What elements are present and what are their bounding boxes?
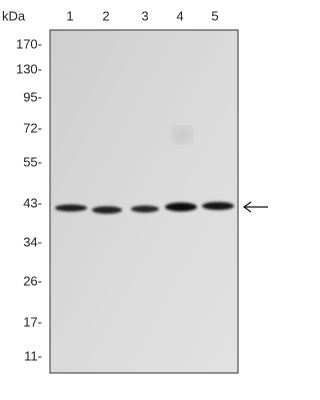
ladder-label: 17- [23,314,42,329]
band [165,202,197,212]
band [55,204,87,212]
lane-label: 5 [211,8,218,23]
lane-label: 2 [102,8,109,23]
ladder-label: 72- [23,120,42,135]
lane-label: 1 [66,8,73,23]
ladder-label: 26- [23,273,42,288]
ladder-label: 55- [23,154,42,169]
ladder-label: 34- [23,234,42,249]
lane-label: 3 [141,8,148,23]
arrow-head [242,201,252,213]
ladder-labels: 170- 130- 95- 72- 55- 43- 34- 26- 17- 11- [16,36,42,363]
smudge [172,127,192,143]
ladder-label: 130- [16,61,42,76]
unit-label: kDa [2,8,26,23]
ladder-label: 43- [23,195,42,210]
bands [55,202,234,214]
ladder-label: 95- [23,89,42,104]
ladder-label: 11- [24,348,42,363]
membrane [49,29,239,374]
lane-label: 4 [176,8,183,23]
ladder-label: 170- [16,36,42,51]
band [131,205,159,213]
band [92,206,122,214]
lane-labels: 1 2 3 4 5 [66,8,218,23]
band [202,202,234,210]
